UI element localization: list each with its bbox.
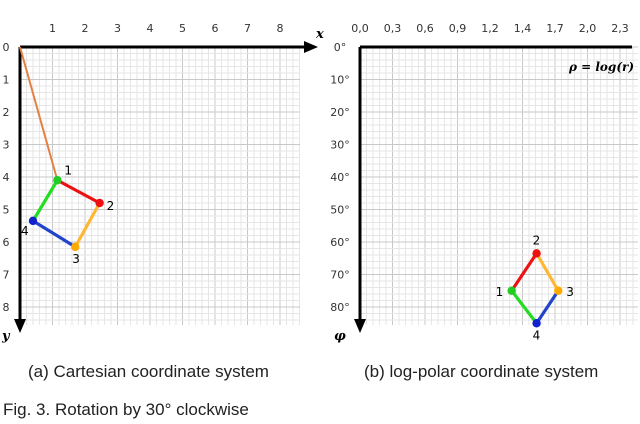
vertex-point	[71, 242, 80, 252]
y-tick-label: 5	[3, 204, 10, 217]
vertex-point	[532, 319, 541, 328]
square-edge	[73, 201, 102, 249]
logpolar-axes	[354, 45, 632, 333]
square-edge	[534, 251, 560, 293]
vertex-label: 3	[566, 285, 574, 299]
vertex-label: 4	[21, 224, 29, 238]
logpolar-caption: (b) log-polar coordinate system	[364, 362, 598, 381]
vertex-label: 2	[533, 233, 541, 247]
square-edge	[510, 251, 539, 293]
rho-tick-label: 0,0	[351, 22, 369, 35]
x-tick-label: 7	[244, 22, 251, 35]
logpolar-tick-labels: 0,0 0,3 0,6 0,9 1,2 1,4 1,7 2,0 2,3 0° 10° 20° 30° 40…	[330, 22, 629, 314]
y-tick-label: 4	[3, 171, 10, 184]
phi-tick-label: 60°	[330, 236, 350, 249]
x-tick-label: 8	[277, 22, 284, 35]
y-tick-label: 8	[3, 301, 10, 314]
vertex-point	[53, 176, 62, 185]
phi-tick-label: 50°	[330, 204, 350, 217]
phi-tick-label: 70°	[330, 269, 350, 282]
phi-axis-arrow-icon	[354, 319, 366, 333]
y-tick-label: 0	[3, 41, 10, 54]
square-edge	[510, 289, 539, 325]
vertex-point	[532, 249, 541, 258]
y-axis-arrow-icon	[14, 319, 26, 333]
vertex-point	[95, 198, 104, 208]
phi-tick-label: 20°	[330, 106, 350, 119]
cartesian-axes	[14, 41, 318, 333]
x-tick-label: 3	[114, 22, 121, 35]
cartesian-grid	[19, 46, 300, 325]
vertex-label: 1	[496, 285, 504, 299]
y-tick-label: 6	[3, 236, 10, 249]
y-tick-label: 1	[3, 74, 10, 87]
origin-ray	[19, 46, 59, 181]
rho-tick-label: 2,3	[611, 22, 629, 35]
square-edge	[31, 178, 59, 223]
phi-tick-label: 0°	[334, 41, 347, 54]
square-edge	[534, 289, 560, 325]
phi-axis-variable: φ	[334, 329, 346, 344]
rho-tick-label: 1,2	[481, 22, 499, 35]
vertex-point	[28, 216, 38, 226]
cartesian-caption: (a) Cartesian coordinate system	[28, 362, 269, 381]
x-tick-label: 1	[49, 22, 56, 35]
vertex-point	[554, 286, 563, 295]
square-edge	[55, 178, 102, 205]
y-axis-variable: y	[1, 329, 11, 344]
y-tick-label: 3	[3, 139, 10, 152]
rho-tick-label: 1,7	[546, 22, 564, 35]
x-axis-arrow-icon	[304, 41, 318, 53]
cartesian-rotated-square: 1 2 3 4	[19, 46, 115, 266]
rho-tick-label: 0,3	[384, 22, 402, 35]
vertex-label: 3	[72, 252, 80, 266]
rho-axis-label: ρ = log(r)	[568, 60, 634, 74]
phi-tick-label: 30°	[330, 139, 350, 152]
x-tick-label: 4	[147, 22, 154, 35]
logpolar-grid	[359, 46, 638, 325]
x-axis-variable: x	[315, 27, 324, 42]
square-edge	[31, 219, 77, 249]
vertex-label: 4	[533, 328, 541, 342]
x-tick-label: 5	[179, 22, 186, 35]
vertex-label: 1	[64, 163, 72, 177]
y-tick-label: 7	[3, 269, 10, 282]
logpolar-transformed-square: 1 2 3 4	[496, 233, 574, 342]
phi-tick-label: 10°	[330, 74, 350, 87]
x-tick-label: 2	[82, 22, 89, 35]
vertex-point	[507, 286, 516, 295]
x-tick-label: 6	[212, 22, 219, 35]
figure-caption: Fig. 3. Rotation by 30° clockwise	[3, 400, 249, 419]
phi-tick-label: 80°	[330, 301, 350, 314]
rho-tick-label: 1,4	[514, 22, 532, 35]
phi-tick-label: 40°	[330, 171, 350, 184]
logpolar-panel: 0,0 0,3 0,6 0,9 1,2 1,4 1,7 2,0 2,3 0° 10° 20° 30° 40…	[330, 22, 638, 381]
rho-tick-label: 0,9	[449, 22, 467, 35]
vertex-label: 2	[107, 199, 115, 213]
y-tick-label: 2	[3, 106, 10, 119]
rho-tick-label: 2,0	[579, 22, 597, 35]
rho-tick-label: 0,6	[416, 22, 434, 35]
